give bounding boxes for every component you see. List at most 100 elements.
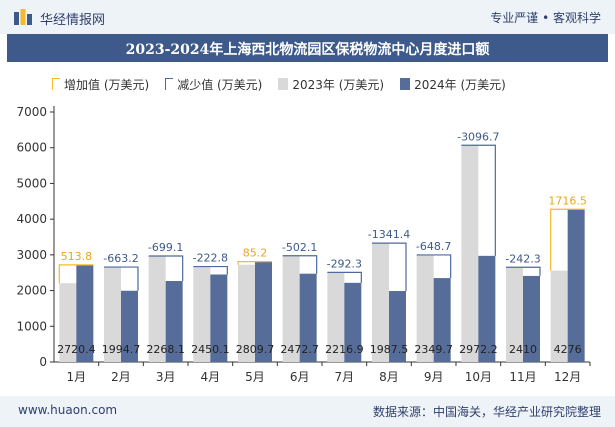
value-label-2024: 2809.7: [236, 343, 275, 356]
x-tick-label: 5月: [245, 370, 265, 384]
x-tick-label: 12月: [554, 370, 581, 384]
chart-title: 2023-2024年上海西北物流园区保税物流中心月度进口额: [125, 42, 490, 58]
increase-bracket: [58, 264, 94, 284]
bar-2024: [165, 280, 183, 362]
bar-2024: [523, 275, 540, 362]
bar-2023: [416, 254, 434, 362]
value-label-2024: 2720.4: [57, 343, 96, 356]
legend-item-increase: 增加值 (万美元): [52, 76, 149, 93]
legend-label-decrease: 减少值 (万美元): [177, 77, 263, 92]
change-label: -699.1: [148, 241, 183, 254]
x-tick-label: 3月: [156, 370, 176, 384]
bar-2023: [282, 255, 300, 362]
change-label: -1341.4: [368, 228, 410, 241]
bar-2024: [344, 282, 362, 362]
x-tick-label: 7月: [335, 370, 355, 384]
value-label-2024: 4276: [554, 343, 582, 356]
y-tick-label: 5000: [16, 176, 47, 190]
change-label: -222.8: [193, 252, 228, 265]
legend-label-increase: 增加值 (万美元): [64, 77, 150, 92]
decrease-bracket-icon: [165, 78, 174, 90]
change-label: -663.2: [103, 252, 138, 265]
chart-legend: 增加值 (万美元) 减少值 (万美元) 2023年 (万美元) 2024年 (万…: [52, 74, 506, 94]
value-label-2024: 2216.9: [325, 343, 364, 356]
decrease-bracket: [104, 266, 139, 291]
brand-logo-icon: [14, 9, 32, 25]
bar-2024: [389, 291, 406, 362]
y-tick-label: 0: [39, 355, 47, 369]
brand-name[interactable]: 华经情报网: [40, 13, 106, 28]
decrease-bracket: [461, 144, 496, 256]
value-label-2024: 2410: [509, 343, 537, 356]
decrease-bracket: [148, 255, 184, 281]
bar-2023: [148, 256, 166, 362]
swatch-2023: [278, 78, 289, 90]
change-label: -648.7: [416, 240, 451, 253]
x-tick-label: 2月: [111, 370, 131, 384]
decrease-bracket: [282, 255, 318, 274]
legend-item-2024: 2024年 (万美元): [400, 76, 506, 93]
y-tick-label: 1000: [16, 319, 47, 333]
legend-label-2023: 2023年 (万美元): [292, 77, 385, 92]
bar-2024: [567, 209, 585, 362]
x-tick-label: 8月: [379, 370, 399, 384]
x-tick-label: 10月: [465, 370, 492, 384]
value-label-2024: 2349.7: [414, 343, 453, 356]
change-label: -292.3: [327, 257, 362, 270]
bar-2023: [104, 267, 121, 362]
value-label-2024: 2450.1: [191, 343, 230, 356]
change-label: 1716.5: [548, 194, 587, 207]
y-tick-label: 7000: [16, 105, 47, 119]
legend-label-2024: 2024年 (万美元): [414, 77, 506, 92]
decrease-bracket: [327, 271, 362, 283]
title-bar: 2023-2024年上海西北物流园区保税物流中心月度进口额: [7, 34, 608, 62]
y-tick-label: 3000: [16, 248, 47, 262]
bar-2023: [327, 272, 345, 362]
value-label-2024: 2268.1: [146, 343, 185, 356]
x-tick-label: 11月: [509, 370, 536, 384]
bar-2023: [59, 283, 77, 362]
data-source: 数据来源：中国海关，华经产业研究院整理: [372, 405, 601, 419]
bar-2023: [506, 267, 523, 362]
decrease-bracket: [416, 254, 452, 279]
value-label-2024: 1987.5: [370, 343, 409, 356]
increase-bracket-icon: [52, 78, 60, 90]
bar-2023: [372, 243, 389, 362]
x-tick-label: 9月: [424, 370, 444, 384]
site-link[interactable]: www.huaon.com: [18, 403, 118, 417]
decrease-bracket: [193, 265, 228, 275]
bar-2023: [193, 266, 211, 362]
bar-2023: [550, 270, 568, 362]
footer-bar: www.huaon.com 数据来源：中国海关，华经产业研究院整理: [0, 396, 615, 427]
bar-2024: [299, 273, 317, 362]
value-label-2024: 1994.7: [102, 343, 141, 356]
legend-item-2023: 2023年 (万美元): [278, 76, 384, 93]
y-tick-label: 4000: [16, 212, 47, 226]
bar-2024: [255, 261, 272, 362]
value-label-2024: 2972.2: [459, 343, 498, 356]
bar-2023: [461, 145, 479, 362]
increase-bracket: [237, 261, 272, 265]
y-tick-label: 6000: [16, 141, 47, 155]
change-label: 513.8: [61, 250, 93, 263]
change-label: -3096.7: [457, 130, 499, 143]
swatch-2024: [400, 78, 411, 90]
change-label: -502.1: [282, 241, 317, 254]
bar-2024: [478, 255, 496, 362]
bar-2024: [433, 278, 451, 362]
x-tick-label: 4月: [201, 370, 221, 384]
legend-item-decrease: 减少值 (万美元): [165, 76, 262, 93]
change-label: -242.3: [505, 252, 540, 265]
bar-2024: [210, 274, 228, 362]
tagline: 专业严谨 • 客观科学: [490, 11, 601, 25]
value-label-2024: 2472.7: [280, 343, 319, 356]
y-tick-label: 2000: [16, 284, 47, 298]
bar-2024: [121, 290, 138, 362]
decrease-bracket: [372, 242, 407, 292]
bar-2024: [76, 264, 94, 362]
change-label: 85.2: [243, 247, 268, 260]
decrease-bracket: [506, 266, 541, 276]
increase-bracket: [550, 208, 585, 271]
bar-2023: [238, 264, 255, 362]
